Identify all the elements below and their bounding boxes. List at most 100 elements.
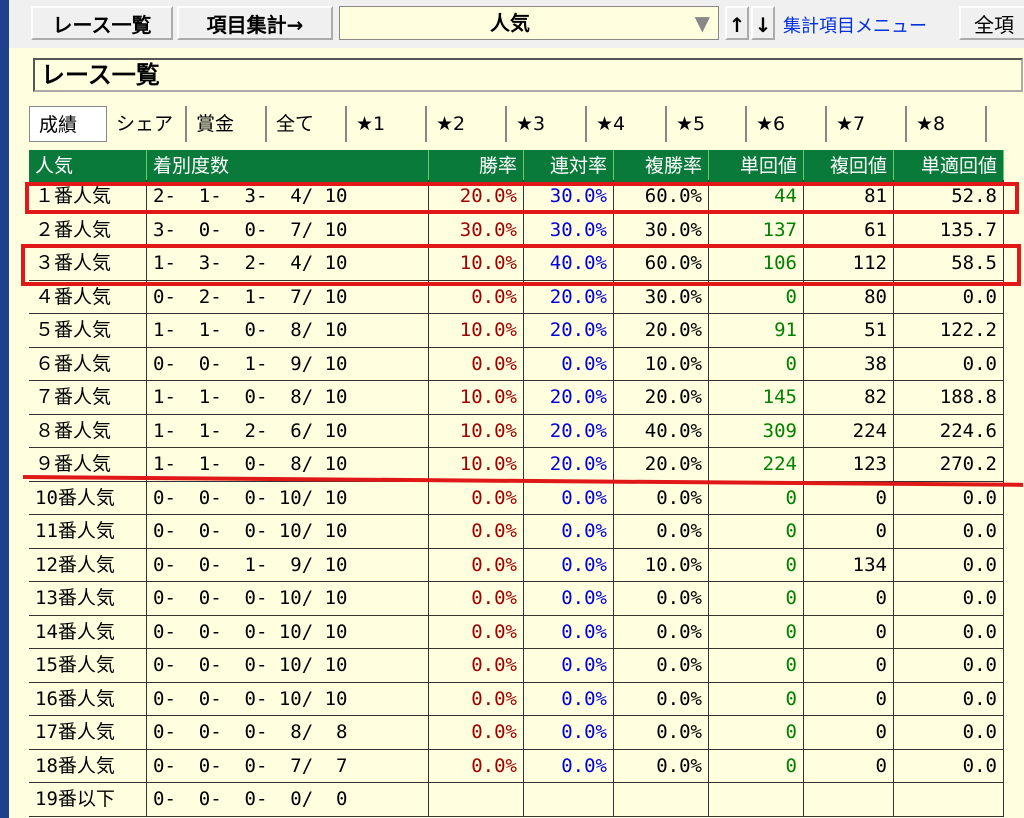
finish-counts-cell: 0- 0- 0- 10/ 10 [147,582,429,616]
place-rate-cell: 0.0% [524,615,614,649]
finish-counts-cell: 0- 0- 0- 10/ 10 [147,615,429,649]
win-return-cell: 0 [709,582,804,616]
win-rate-cell: 30.0% [429,213,524,247]
show-return-cell: 224 [804,414,894,448]
popularity-cell: 18番人気 [29,749,147,783]
finish-counts-cell: 0- 0- 0- 10/ 10 [147,515,429,549]
table-row: 13番人気 0- 0- 0- 10/ 10 0.0% 0.0% 0.0% 0 0 0.0 [29,582,1004,616]
show-rate-cell: 10.0% [614,347,709,381]
tab[interactable]: 全て [267,106,347,142]
highlight-box [21,244,1021,286]
win-return-cell: 91 [709,314,804,348]
win-return-cell: 0 [709,682,804,716]
win-return-cell: 0 [709,515,804,549]
tab[interactable]: ★4 [587,106,667,142]
win-rate-cell: 0.0% [429,682,524,716]
tab[interactable]: ★8 [907,106,987,142]
finish-counts-cell: 0- 0- 0- 10/ 10 [147,481,429,515]
toolbar: レース一覧 項目集計→ 人気 ▼ ↑ ↓ 集計項目メニュー 全項 [9,0,1024,48]
win-rate-cell: 0.0% [429,716,524,750]
show-rate-cell: 10.0% [614,548,709,582]
show-return-cell: 38 [804,347,894,381]
win-return-cell: 0 [709,280,804,314]
show-rate-cell: 0.0% [614,716,709,750]
item-selector[interactable]: 人気 ▼ [339,6,719,40]
sort-up-button[interactable]: ↑ [725,6,749,40]
place-rate-cell: 20.0% [524,448,614,482]
win-return-cell: 0 [709,649,804,683]
table-row: 12番人気 0- 0- 1- 9/ 10 0.0% 0.0% 10.0% 0 134 0.0 [29,548,1004,582]
tab[interactable]: ★3 [507,106,587,142]
win-return-cell [709,783,804,817]
win-rate-cell [429,783,524,817]
panel: レース一覧 成績 シェア 賞金 全て ★1 ★2 ★3 ★4 ★5 ★6 ★7 ★8 人気 着別度数 勝率… [9,48,1024,818]
place-rate-cell: 20.0% [524,280,614,314]
header-cell: 勝率 [429,150,524,184]
show-rate-cell [614,783,709,817]
show-return-cell: 0 [804,716,894,750]
table-row: 17番人気 0- 0- 0- 8/ 8 0.0% 0.0% 0.0% 0 0 0.0 [29,716,1004,750]
win-return-cell: 145 [709,381,804,415]
show-rate-cell: 40.0% [614,414,709,448]
adjusted-return-cell: 270.2 [894,448,1004,482]
tab[interactable]: ★5 [667,106,747,142]
tab[interactable]: ★1 [347,106,427,142]
tab[interactable]: ★6 [747,106,827,142]
finish-counts-cell: 1- 1- 0- 8/ 10 [147,448,429,482]
finish-counts-cell: 0- 2- 1- 7/ 10 [147,280,429,314]
tab[interactable]: ★7 [827,106,907,142]
item-summary-button[interactable]: 項目集計→ [177,6,333,40]
win-return-cell: 0 [709,615,804,649]
win-return-cell: 0 [709,347,804,381]
win-rate-cell: 0.0% [429,749,524,783]
finish-counts-cell: 1- 1- 0- 8/ 10 [147,314,429,348]
sort-down-button[interactable]: ↓ [751,6,775,40]
dropdown-arrow[interactable]: ▼ [694,11,710,35]
win-return-cell: 224 [709,448,804,482]
win-return-cell: 0 [709,749,804,783]
table-row: 10番人気 0- 0- 0- 10/ 10 0.0% 0.0% 0.0% 0 0 0.0 [29,481,1004,515]
tab[interactable]: ★2 [427,106,507,142]
adjusted-return-cell: 188.8 [894,381,1004,415]
show-rate-cell: 20.0% [614,314,709,348]
win-rate-cell: 10.0% [429,414,524,448]
popularity-cell: 12番人気 [29,548,147,582]
win-rate-cell: 0.0% [429,548,524,582]
tab[interactable]: 賞金 [187,106,267,142]
win-rate-cell: 10.0% [429,448,524,482]
race-list-button[interactable]: レース一覧 [31,6,173,40]
show-rate-cell: 60.0% [614,247,709,281]
popularity-cell: ６番人気 [29,347,147,381]
table-row: ４番人気 0- 2- 1- 7/ 10 0.0% 20.0% 30.0% 0 80 0.0 [29,280,1004,314]
adjusted-return-cell: 0.0 [894,515,1004,549]
table-row: 19番以下 0- 0- 0- 0/ 0 [29,783,1004,817]
show-rate-cell: 0.0% [614,615,709,649]
win-rate-cell: 0.0% [429,280,524,314]
place-rate-cell: 0.0% [524,716,614,750]
popularity-cell: ７番人気 [29,381,147,415]
popularity-cell: ３番人気 [29,247,147,281]
tab[interactable]: シェア [107,106,187,142]
show-return-cell: 0 [804,649,894,683]
adjusted-return-cell: 122.2 [894,314,1004,348]
menu-link[interactable]: 集計項目メニュー [783,16,927,37]
show-return-cell: 0 [804,615,894,649]
adjusted-return-cell [894,783,1004,817]
adjusted-return-cell: 58.5 [894,247,1004,281]
tab[interactable]: 成績 [29,106,107,142]
finish-counts-cell: 0- 0- 1- 9/ 10 [147,548,429,582]
finish-counts-cell: 0- 0- 0- 0/ 0 [147,783,429,817]
adjusted-return-cell: 0.0 [894,280,1004,314]
show-rate-cell: 30.0% [614,280,709,314]
win-return-cell: 0 [709,481,804,515]
finish-counts-cell: 0- 0- 0- 10/ 10 [147,682,429,716]
header-cell: 着別度数 [147,150,429,184]
adjusted-return-cell: 0.0 [894,682,1004,716]
table-row: ６番人気 0- 0- 1- 9/ 10 0.0% 0.0% 10.0% 0 38 0.0 [29,347,1004,381]
adjusted-return-cell: 0.0 [894,649,1004,683]
all-items-button[interactable]: 全項 [959,6,1024,40]
show-return-cell: 80 [804,280,894,314]
popularity-cell: 15番人気 [29,649,147,683]
show-return-cell: 112 [804,247,894,281]
